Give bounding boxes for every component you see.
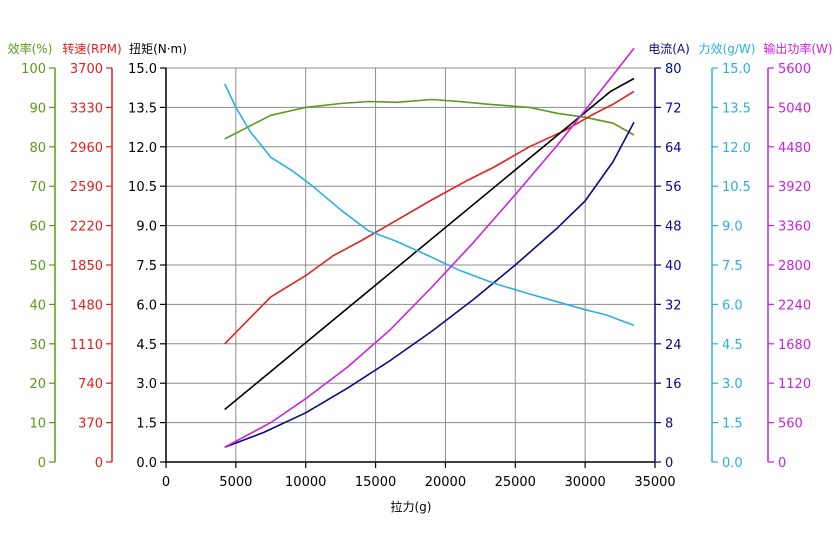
y-tick-label: 20 — [29, 377, 46, 392]
series-line-power — [224, 47, 635, 448]
y-tick-label: 16 — [665, 377, 682, 392]
x-tick-label: 30000 — [564, 475, 605, 490]
y-tick-label: 10 — [29, 417, 46, 432]
y-tick-label: 2590 — [70, 180, 103, 195]
y-tick-label: 100 — [21, 62, 46, 77]
y-tick-label: 13.5 — [722, 101, 751, 116]
y-tick-label: 40 — [665, 259, 682, 274]
y-tick-label: 30 — [29, 338, 46, 353]
y-tick-label: 4.5 — [136, 338, 157, 353]
y-tick-label: 80 — [665, 62, 682, 77]
y-tick-label: 3920 — [778, 180, 811, 195]
y-axis-current: 0 8 16 24 32 40 48 56 64 72 80 电流(A) — [648, 42, 690, 471]
y-tick-label: 50 — [29, 259, 46, 274]
y-tick-label: 9.0 — [722, 220, 743, 235]
y-tick-label: 72 — [665, 101, 682, 116]
y-tick-label: 24 — [665, 338, 682, 353]
y-tick-label: 2220 — [70, 220, 103, 235]
y-tick-label: 3700 — [70, 62, 103, 77]
y-tick-label: 560 — [778, 417, 803, 432]
y-tick-label: 1480 — [70, 298, 103, 313]
y-tick-label: 64 — [665, 141, 682, 156]
series-line-eff — [224, 98, 635, 140]
y-axis-title: 输出功率(W) — [763, 41, 832, 56]
x-tick-label: 0 — [162, 475, 170, 490]
y-axis-title: 电流(A) — [648, 42, 690, 56]
y-axis-power: 0 560 1120 1680 2240 2800 3360 3920 4480 5040 5600… — [763, 41, 832, 471]
y-tick-label: 80 — [29, 141, 46, 156]
y-tick-label: 6.0 — [722, 298, 743, 313]
y-tick-label: 2800 — [778, 259, 811, 274]
y-tick-label: 32 — [665, 298, 682, 313]
y-tick-label: 1.5 — [722, 417, 743, 432]
x-tick-label: 15000 — [355, 475, 396, 490]
y-tick-label: 48 — [665, 220, 682, 235]
y-tick-label: 2240 — [778, 298, 811, 313]
y-tick-label: 7.5 — [722, 259, 743, 274]
y-tick-label: 40 — [29, 298, 46, 313]
y-tick-label: 5600 — [778, 62, 811, 77]
y-axis-force_eff: 0.0 1.5 3.0 4.5 6.0 7.5 9.0 10.5 12.0 13.5 15.0 力效(… — [699, 41, 756, 471]
y-tick-label: 3330 — [70, 101, 103, 116]
y-axis-torque: 0.0 1.5 3.0 4.5 6.0 7.5 9.0 10.5 12.0 13.5 15.0 扭矩(… — [128, 42, 187, 471]
y-tick-label: 0.0 — [722, 456, 743, 471]
grid — [166, 67, 655, 462]
y-tick-label: 5040 — [778, 101, 811, 116]
series-line-force_eff — [223, 83, 635, 327]
y-tick-label: 8 — [665, 417, 673, 432]
x-tick-label: 35000 — [634, 475, 675, 490]
x-tick-label: 10000 — [285, 475, 326, 490]
series-line-torque — [224, 77, 635, 411]
y-tick-label: 1110 — [70, 338, 103, 353]
y-axis-rpm: 0 370 740 1110 1480 1850 2220 2590 2960 3330 3700 转… — [62, 41, 121, 471]
y-tick-label: 13.5 — [128, 101, 157, 116]
y-tick-label: 6.0 — [136, 298, 157, 313]
y-tick-label: 0 — [665, 456, 673, 471]
y-tick-label: 0 — [95, 456, 103, 471]
y-tick-label: 60 — [29, 220, 46, 235]
y-tick-label: 7.5 — [136, 259, 157, 274]
y-tick-label: 1.5 — [136, 417, 157, 432]
series-line-current — [224, 121, 635, 448]
y-tick-label: 90 — [29, 101, 46, 116]
y-tick-label: 4.5 — [722, 338, 743, 353]
y-tick-label: 10.5 — [722, 180, 751, 195]
y-axis-title: 转速(RPM) — [62, 41, 121, 56]
y-tick-label: 370 — [78, 417, 103, 432]
y-tick-label: 1850 — [70, 259, 103, 274]
y-tick-label: 3.0 — [722, 377, 743, 392]
y-tick-label: 0 — [778, 456, 786, 471]
y-axis-title: 扭矩(N·m) — [129, 42, 187, 56]
y-tick-label: 0 — [38, 456, 46, 471]
y-axis-eff: 0 10 20 30 40 50 60 70 80 90 100 效率(%) — [8, 41, 56, 471]
y-tick-label: 0.0 — [136, 456, 157, 471]
y-tick-label: 3360 — [778, 220, 811, 235]
series-lines — [223, 47, 635, 448]
y-tick-label: 10.5 — [128, 180, 157, 195]
y-tick-label: 2960 — [70, 141, 103, 156]
x-tick-label: 25000 — [495, 475, 536, 490]
y-axis-title: 力效(g/W) — [699, 41, 756, 56]
y-tick-label: 12.0 — [722, 141, 751, 156]
y-tick-label: 3.0 — [136, 377, 157, 392]
y-tick-label: 70 — [29, 180, 46, 195]
y-axis-title: 效率(%) — [8, 41, 53, 56]
y-tick-label: 56 — [665, 180, 682, 195]
y-tick-label: 1680 — [778, 338, 811, 353]
y-tick-label: 1120 — [778, 377, 811, 392]
y-tick-label: 4480 — [778, 141, 811, 156]
y-tick-label: 740 — [78, 377, 103, 392]
y-tick-label: 15.0 — [722, 62, 751, 77]
series-line-rpm — [224, 90, 635, 345]
y-tick-label: 9.0 — [136, 220, 157, 235]
x-tick-label: 5000 — [219, 475, 252, 490]
x-tick-label: 20000 — [425, 475, 466, 490]
y-tick-label: 12.0 — [128, 141, 157, 156]
axes: 0 5000 10000 15000 20000 25000 30000 3500001020… — [8, 41, 833, 490]
y-tick-label: 15.0 — [128, 62, 157, 77]
x-axis-title: 拉力(g) — [391, 499, 432, 514]
